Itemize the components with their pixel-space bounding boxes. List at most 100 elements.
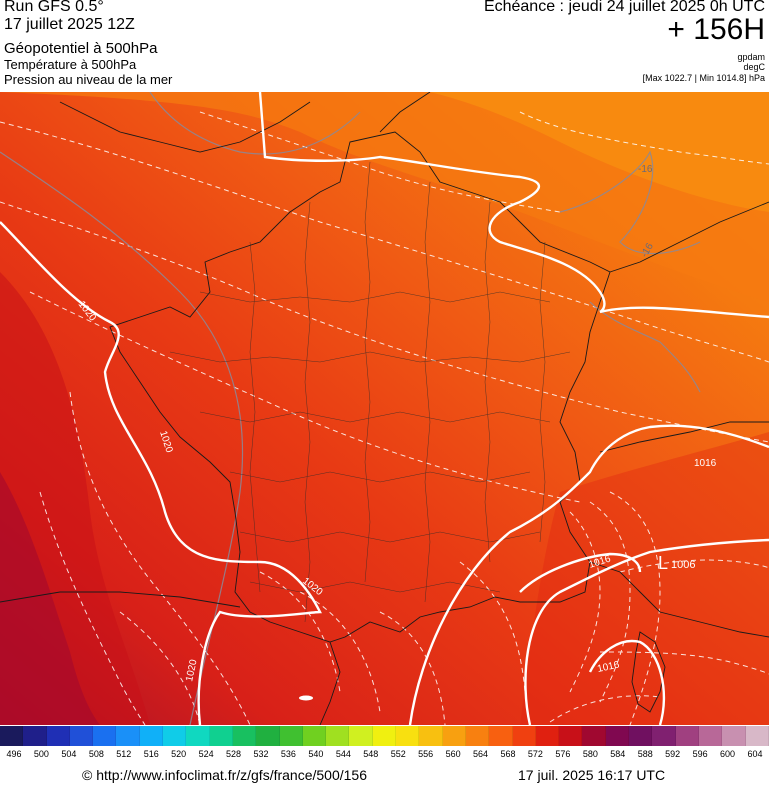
pressure-range: [Max 1022.7 | Min 1014.8] hPa: [642, 73, 765, 83]
corsica-outline: [631, 631, 666, 713]
colorbar-tick-label: 516: [143, 749, 159, 759]
colorbar-tick-label: 596: [692, 749, 708, 759]
isotherms: [0, 92, 701, 725]
layer-temperature-label: Température à 500hPa: [4, 57, 137, 72]
weather-map-svg: 1020 1020 1020 1020 1016 1016 1016 -16 -…: [0, 92, 769, 725]
source-url[interactable]: © http://www.infoclimat.fr/z/gfs/france/…: [82, 767, 367, 783]
run-title: Run GFS 0.5°: [4, 0, 104, 15]
colorbar-tick-label: 496: [6, 749, 22, 759]
colorbar-tick-label: 560: [445, 749, 461, 759]
colorbar-tick-label: 604: [747, 749, 763, 759]
colorbar-swatch: [23, 726, 47, 746]
alps-border: [599, 421, 769, 453]
colorbar-swatch: [675, 726, 699, 746]
isobar-label: 1020: [184, 658, 199, 682]
colorbar-swatch: [442, 726, 466, 746]
layer-pressure-label: Pression au niveau de la mer: [4, 72, 173, 87]
colorbar-swatch: [629, 726, 653, 746]
colorbar-swatch: [582, 726, 606, 746]
isobar-1016-north: [258, 92, 769, 319]
colorbar-tick-label: 600: [720, 749, 736, 759]
unit-temperature: degC: [743, 62, 765, 72]
isobar-1020-west: [0, 221, 322, 725]
colorbar-tick-label: 568: [500, 749, 516, 759]
colorbar-tick-label: 556: [418, 749, 434, 759]
colorbar-swatch: [46, 726, 70, 746]
colorbar-tick-label: 512: [116, 749, 132, 759]
colorbar-swatch: [232, 726, 257, 746]
spain-east-coast: [319, 641, 341, 725]
colorbar-swatch: [256, 726, 280, 746]
isobar-1016-alps: [408, 424, 769, 725]
colorbar-swatch: [419, 726, 443, 746]
colorbar-swatch: [116, 726, 140, 746]
colorbar-tick-label: 564: [473, 749, 489, 759]
colorbar-swatch: [372, 726, 397, 746]
isobar-1010: [519, 552, 642, 593]
colorbar-swatch: [326, 726, 350, 746]
colorbar-tick-label: 572: [527, 749, 543, 759]
colorbar-swatch: [698, 726, 723, 746]
colorbar-swatch: [163, 726, 187, 746]
italy-coast: [589, 561, 769, 638]
colorbar-swatch: [745, 726, 769, 746]
weather-map: 1020 1020 1020 1020 1016 1016 1016 -16 -…: [0, 92, 769, 725]
isobar-1012: [524, 538, 769, 725]
colorbar-swatch: [209, 726, 233, 746]
generated-timestamp: 17 juil. 2025 16:17 UTC: [518, 767, 666, 783]
colorbar-swatch: [93, 726, 117, 746]
colorbar-tick-label: 548: [363, 749, 379, 759]
band-564: [0, 472, 100, 725]
colorbar-tick-label: 504: [61, 749, 77, 759]
colorbar-swatch: [139, 726, 164, 746]
isotherm-label: -16: [638, 164, 653, 175]
colorbar-tick-label: 508: [88, 749, 104, 759]
spain-north-coast: [0, 591, 241, 608]
run-date: 17 juillet 2025 12Z: [4, 16, 135, 33]
colorbar-swatch: [652, 726, 676, 746]
colorbar-tick-label: 576: [555, 749, 571, 759]
colorbar-tick-label: 588: [637, 749, 653, 759]
colorbar-swatch: [605, 726, 630, 746]
colorbar-swatch: [69, 726, 94, 746]
colorbar-swatch: [512, 726, 536, 746]
low-pressure-value: 1006: [671, 559, 695, 571]
marker: [299, 695, 313, 701]
band-572-east: [520, 432, 769, 725]
dashed-contours: [0, 111, 769, 725]
layer-geopotential-label: Géopotentiel à 500hPa: [4, 40, 158, 57]
colorbar-tick-label: 528: [226, 749, 242, 759]
colorbar-swatch: [465, 726, 490, 746]
isobar-1016-corsica: [588, 639, 666, 725]
colorbar-tick-label: 536: [280, 749, 296, 759]
colorbar-tick-label: 532: [253, 749, 269, 759]
colorbar-tick-label: 580: [582, 749, 598, 759]
lead-time: + 156H: [667, 13, 765, 46]
isobar-label: 1016: [596, 659, 620, 674]
colorbar-swatch: [535, 726, 560, 746]
unit-geopotential: gpdam: [737, 52, 765, 62]
colorbar-tick-label: 520: [171, 749, 187, 759]
isobars: [0, 92, 769, 725]
channel-coast: [379, 92, 431, 133]
department-borders: [169, 161, 571, 623]
colorbar-swatch: [186, 726, 210, 746]
country-borders: [0, 92, 769, 725]
colorbar-swatch: [279, 726, 303, 746]
forecast-valid-time: Echéance : jeudi 24 juillet 2025 0h UTC: [483, 0, 765, 15]
colorbar-tick-label: 500: [33, 749, 49, 759]
colorbar-swatch: [559, 726, 583, 746]
colorbar-tick-label: 592: [665, 749, 681, 759]
band-580: [430, 92, 769, 212]
germany-border: [609, 201, 769, 273]
geopotential-colorbar: [0, 726, 769, 746]
colorbar-swatch: [396, 726, 420, 746]
colorbar-swatch: [489, 726, 513, 746]
colorbar-tick-label: 584: [610, 749, 626, 759]
isobar-label: 1016: [694, 458, 717, 469]
colorbar-swatch: [302, 726, 327, 746]
low-pressure-symbol: L: [658, 553, 668, 573]
colorbar-swatch: [722, 726, 746, 746]
colorbar-tick-label: 540: [308, 749, 324, 759]
uk-coast: [59, 101, 311, 153]
